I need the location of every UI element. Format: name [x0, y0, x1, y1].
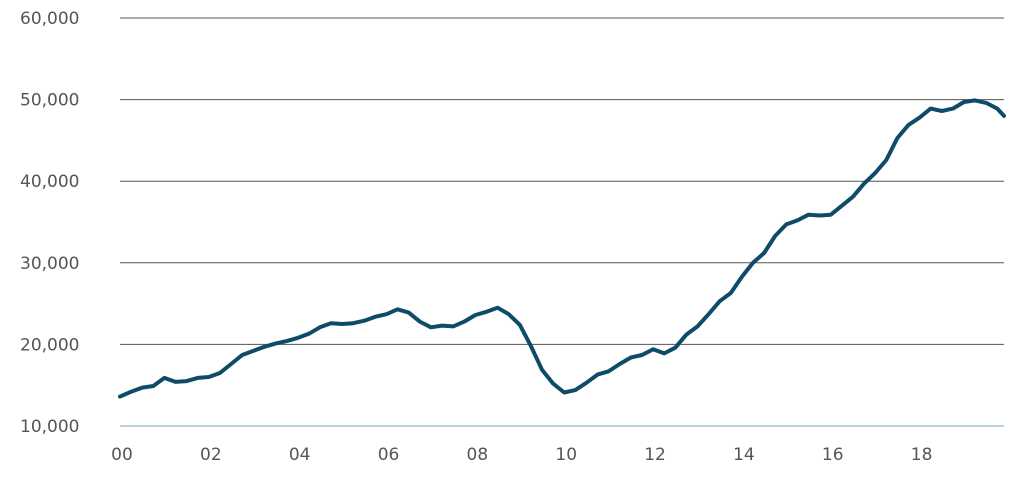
y-axis-tick-labels: 10,000 20,000 30,000 40,000 50,000 60,000 — [20, 9, 79, 437]
y-tick-label: 40,000 — [20, 172, 79, 192]
x-tick-label: 00 — [111, 445, 133, 465]
x-tick-label: 14 — [733, 445, 755, 465]
y-tick-label: 20,000 — [20, 335, 79, 355]
x-axis-tick-labels: 00 02 04 06 08 10 12 14 16 18 — [111, 445, 932, 465]
gridlines — [120, 17, 1004, 427]
x-tick-label: 08 — [467, 445, 489, 465]
x-tick-label: 06 — [378, 445, 400, 465]
x-tick-label: 18 — [911, 445, 933, 465]
y-tick-label: 30,000 — [20, 254, 79, 274]
x-tick-label: 10 — [555, 445, 577, 465]
series-layer — [118, 98, 1006, 399]
y-tick-label: 60,000 — [20, 9, 79, 29]
y-tick-label: 50,000 — [20, 91, 79, 111]
x-tick-label: 12 — [644, 445, 666, 465]
x-tick-label: 16 — [822, 445, 844, 465]
x-tick-label: 02 — [200, 445, 222, 465]
y-tick-label: 10,000 — [20, 417, 79, 437]
series-line — [118, 98, 1006, 399]
x-tick-label: 04 — [289, 445, 311, 465]
